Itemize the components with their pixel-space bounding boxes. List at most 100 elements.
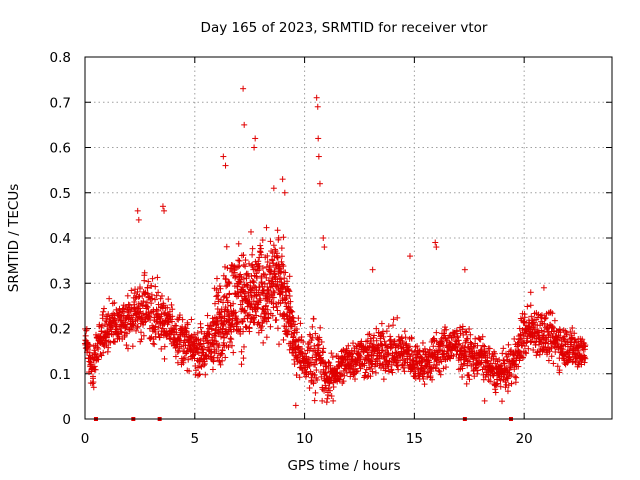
data-point	[318, 338, 325, 345]
data-point	[164, 304, 171, 311]
data-point	[367, 373, 374, 380]
data-point	[144, 304, 151, 311]
data-point	[134, 324, 141, 331]
data-point	[240, 355, 247, 362]
data-point	[242, 323, 249, 330]
data-point	[202, 371, 209, 378]
data-point	[218, 308, 225, 315]
data-point	[310, 380, 317, 387]
data-point	[285, 287, 292, 294]
data-point	[142, 318, 149, 325]
data-point	[100, 349, 107, 356]
data-point	[254, 267, 261, 274]
data-point	[146, 294, 153, 301]
data-point	[281, 275, 288, 282]
data-point	[121, 308, 128, 315]
data-point	[278, 258, 285, 265]
data-point	[373, 325, 380, 332]
data-point	[90, 379, 97, 386]
data-point	[212, 333, 219, 340]
y-tick-label: 0.8	[50, 50, 71, 66]
data-point	[275, 234, 282, 241]
data-point	[125, 301, 132, 308]
data-point	[313, 357, 320, 364]
data-point	[323, 399, 330, 406]
data-point	[374, 343, 381, 350]
data-point	[197, 324, 204, 331]
data-point	[122, 325, 129, 332]
data-point	[312, 389, 319, 396]
data-point	[264, 258, 271, 265]
data-point	[185, 356, 192, 363]
data-point	[300, 339, 307, 346]
data-point	[316, 334, 323, 341]
data-point	[204, 312, 211, 319]
data-point	[314, 376, 321, 383]
y-tick-label: 0.7	[50, 95, 71, 111]
data-point	[214, 292, 221, 299]
data-point	[159, 305, 166, 312]
data-point	[240, 343, 247, 350]
data-point	[152, 283, 159, 290]
data-point	[248, 293, 255, 300]
data-point	[320, 360, 327, 367]
data-point	[326, 380, 333, 387]
data-point	[141, 269, 148, 276]
data-point	[153, 292, 160, 299]
data-point	[216, 283, 223, 290]
data-point	[313, 367, 320, 374]
data-point	[187, 334, 194, 341]
x-tick-label: 10	[296, 431, 313, 447]
x-tick-label: 15	[406, 431, 423, 447]
data-point	[240, 252, 247, 259]
data-point	[291, 361, 298, 368]
data-point	[99, 322, 106, 329]
data-point	[106, 295, 113, 302]
data-point	[230, 349, 237, 356]
data-point	[264, 252, 271, 259]
data-point	[155, 330, 162, 337]
data-point	[213, 348, 220, 355]
data-point	[292, 321, 299, 328]
data-point	[209, 366, 216, 373]
data-point	[258, 251, 265, 258]
data-point	[266, 264, 273, 271]
data-point	[229, 342, 236, 349]
data-point	[312, 330, 319, 337]
data-point	[155, 289, 162, 296]
data-point	[238, 348, 245, 355]
y-tick-label: 0.2	[50, 322, 71, 338]
data-point	[258, 279, 265, 286]
data-point	[249, 277, 256, 284]
data-point	[223, 243, 230, 250]
data-point	[228, 336, 235, 343]
data-point	[255, 319, 262, 326]
data-point	[138, 313, 145, 320]
data-point	[238, 361, 245, 368]
data-point	[99, 315, 106, 322]
data-point	[148, 282, 155, 289]
data-point	[280, 336, 287, 343]
data-point	[325, 384, 332, 391]
data-point	[158, 345, 165, 352]
data-point	[195, 350, 202, 357]
data-point	[287, 307, 294, 314]
data-point	[295, 344, 302, 351]
data-point	[173, 329, 180, 336]
data-point	[158, 311, 165, 318]
data-point	[140, 310, 147, 317]
data-point	[213, 275, 220, 282]
data-point	[257, 297, 264, 304]
data-point	[161, 355, 168, 362]
data-point	[215, 289, 222, 296]
data-point	[186, 368, 193, 375]
data-point	[280, 263, 287, 270]
data-point	[209, 341, 216, 348]
data-point	[168, 301, 175, 308]
data-point	[117, 325, 124, 332]
data-point	[82, 332, 89, 339]
data-point	[289, 308, 296, 315]
data-point	[278, 253, 285, 260]
data-point	[183, 349, 190, 356]
